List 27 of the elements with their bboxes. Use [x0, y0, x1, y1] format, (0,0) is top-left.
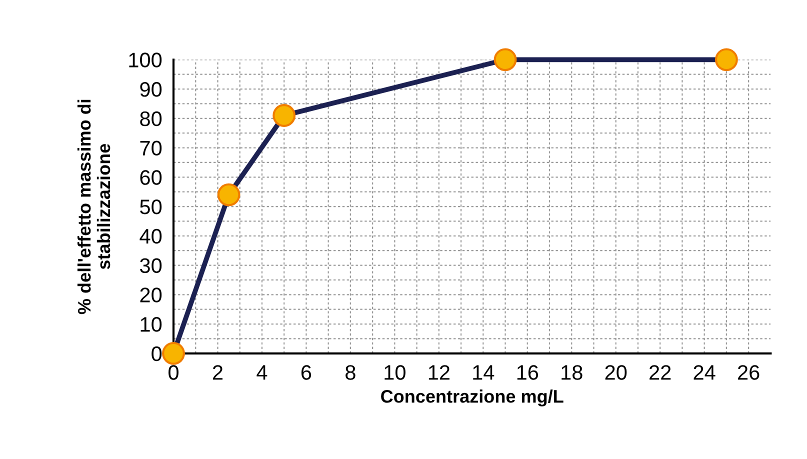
x-tick-label: 26: [738, 365, 760, 380]
x-tick-label: 16: [517, 365, 538, 380]
x-tick-label: 12: [428, 365, 450, 380]
x-tick-label: 24: [694, 365, 716, 380]
x-tick-label: 22: [650, 365, 671, 380]
y-axis-title: % dell'effetto massimo di stabilizzazione: [77, 100, 110, 314]
x-axis-title: Concentrazione mg/L: [381, 390, 564, 406]
y-tick-label: 100: [129, 52, 162, 68]
x-tick-label: 0: [168, 365, 178, 380]
y-tick-label: 30: [140, 258, 162, 274]
x-tick-label: 10: [384, 365, 406, 380]
x-tick-label: 2: [212, 365, 222, 380]
x-tick-label: 8: [346, 365, 356, 380]
y-tick-label: 0: [152, 346, 162, 362]
x-tick-label: 6: [301, 365, 312, 380]
x-tick-label: 14: [473, 365, 494, 380]
y-tick-label: 70: [140, 140, 162, 156]
y-tick-label: 40: [140, 228, 162, 244]
x-tick-label: 18: [562, 365, 582, 380]
x-tick-label: 4: [256, 365, 268, 380]
y-tick-label: 50: [140, 200, 162, 214]
y-tick-label: 90: [140, 82, 162, 97]
y-tick-label: 10: [140, 317, 162, 332]
y-tick-label: 60: [140, 170, 162, 185]
y-tick-label: 20: [140, 288, 162, 302]
y-tick-label: 80: [140, 111, 162, 126]
x-tick-label: 20: [605, 365, 627, 380]
